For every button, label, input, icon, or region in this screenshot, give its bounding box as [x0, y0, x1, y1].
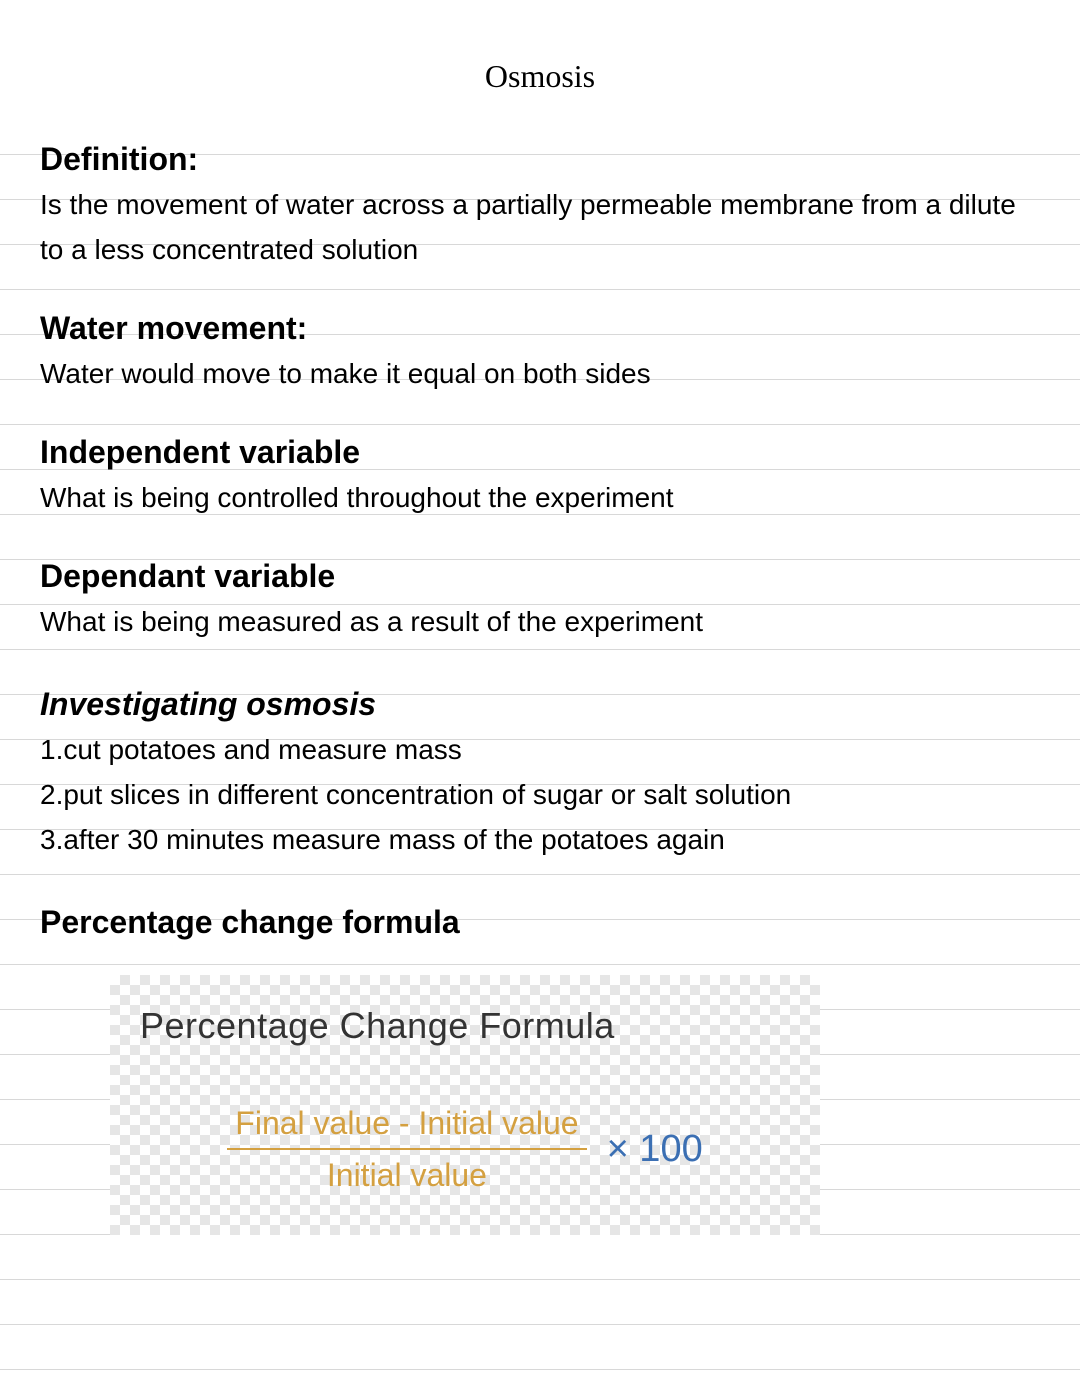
section-percentage-change: Percentage change formula Percentage Cha…	[40, 862, 1040, 1235]
page-title: Osmosis	[40, 0, 1040, 119]
formula-numerator: Final value - Initial value	[227, 1100, 586, 1146]
formula-title: Percentage Change Formula	[140, 1005, 615, 1047]
section-water-movement: Water movement: Water would move to make…	[40, 272, 1040, 396]
section-dependant-variable: Dependant variable What is being measure…	[40, 520, 1040, 644]
independent-variable-heading: Independent variable	[40, 422, 1040, 475]
section-definition: Definition: Is the movement of water acr…	[40, 119, 1040, 272]
dependant-variable-body: What is being measured as a result of th…	[40, 599, 1040, 644]
water-movement-body: Water would move to make it equal on bot…	[40, 351, 1040, 396]
formula-fraction: Final value - Initial value Initial valu…	[227, 1100, 586, 1199]
investigating-step-2: 2.put slices in different concentration …	[40, 772, 1040, 817]
formula-body: Final value - Initial value Initial valu…	[110, 1100, 820, 1199]
definition-heading: Definition:	[40, 129, 1040, 182]
formula-multiplier: × 100	[607, 1128, 703, 1171]
section-independent-variable: Independent variable What is being contr…	[40, 396, 1040, 520]
investigating-step-3: 3.after 30 minutes measure mass of the p…	[40, 817, 1040, 862]
dependant-variable-heading: Dependant variable	[40, 546, 1040, 599]
section-investigating: Investigating osmosis 1.cut potatoes and…	[40, 644, 1040, 862]
percentage-change-heading: Percentage change formula	[40, 892, 1040, 945]
document-content: Osmosis Definition: Is the movement of w…	[0, 0, 1080, 1235]
formula-denominator: Initial value	[319, 1152, 495, 1198]
water-movement-heading: Water movement:	[40, 298, 1040, 351]
investigating-heading: Investigating osmosis	[40, 674, 1040, 727]
definition-body: Is the movement of water across a partia…	[40, 182, 1040, 272]
investigating-step-1: 1.cut potatoes and measure mass	[40, 727, 1040, 772]
formula-image-region: Percentage Change Formula Final value - …	[110, 975, 820, 1235]
formula-fraction-line	[227, 1148, 586, 1150]
independent-variable-body: What is being controlled throughout the …	[40, 475, 1040, 520]
